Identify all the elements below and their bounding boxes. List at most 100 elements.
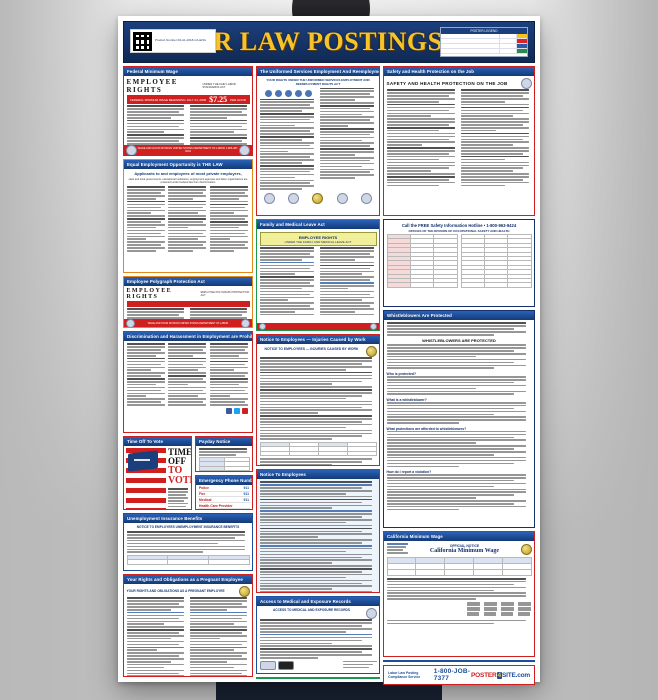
agency-footer: WAGE AND HOUR DIVISION UNITED STATES DEP… [137,147,239,153]
qr-code-label: Product Number 00-A1-2018-CA-ENG [155,39,207,43]
ca-minimum-wage-table [386,556,532,576]
whd-seal-icon [370,323,377,330]
dir-seal-icon [520,543,532,555]
kicker-subtitle: UNDER THE FAIR LABOR STANDARDS ACT [202,82,236,90]
section-subtitle: SAFETY AND HEALTH PROTECTION ON THE JOB [386,81,508,87]
qr-code-icon [133,31,152,51]
section-title: Time Off To Vote [124,437,191,447]
voting-flag-icon [126,448,166,509]
section-body: Police 911 Fire 911 Medical 911 Health Care… [196,485,252,509]
section-body: WHISTLEBLOWERS ARE PROTECTED Who is prot… [384,320,534,527]
minimum-wage-band: FEDERAL MINIMUM WAGE BEGINNING JULY 24, … [126,95,250,105]
twitter-icon[interactable] [233,407,240,414]
section-paid-sick-leave: Paid Sick Leave HEALTHY WORKPLACES / HEA… [383,660,535,662]
wage-amount: $7.25 [209,95,228,105]
section-payday-notice: Payday Notice [195,436,253,472]
section-subtitle: NOTICE TO EMPLOYEES — INJURIES CAUSED BY… [264,347,359,352]
section-title: Employee Polygraph Protection Act [124,277,252,287]
poster-column-middle: The Uniformed Services Employment And Re… [256,66,380,679]
footer-brand-text: Labor Law Posting Compliance Service [388,670,421,679]
navy-seal-icon [274,89,282,97]
section-title: Discrimination and Harassment in Employm… [124,332,252,342]
section-body: YOUR RIGHTS AND OBLIGATIONS AS A PREGNAN… [124,584,252,676]
whistleblower-subtitle: WHISTLEBLOWERS ARE PROTECTED [422,337,496,343]
poster-banner: Product Number 00-A1-2018-CA-ENG LABOR L… [123,21,535,63]
ui-benefits-table [126,554,250,565]
section-title: Equal Employment Opportunity is THE LAW [124,160,252,170]
dol-seal-icon [126,144,137,155]
section-subtitle: YOUR RIGHTS UNDER THE UNIFORMED SERVICES… [266,78,370,86]
wage-hour-seal-icon [241,318,250,327]
whistleblower-topic: What is a whistleblower? [386,397,427,402]
section-subtitle: YOUR RIGHTS AND OBLIGATIONS AS A PREGNAN… [126,588,225,593]
section-title: The Uniformed Services Employment And Re… [257,67,379,77]
section-title: Your Rights and Obligations as a Pregnan… [124,575,252,585]
section-title: Notice To Employees [257,470,379,480]
fmla-band-title: EMPLOYEE RIGHTS [298,234,338,240]
poster-columns: Federal Minimum Wage EMPLOYEE RIGHTS UND… [123,66,535,685]
payday-table [198,456,250,471]
youtube-icon[interactable] [241,407,248,414]
service-branch-icons [260,89,317,97]
cal-osha-seal-icon [520,78,532,90]
poster-legend-box: POSTER LEGEND [440,27,528,57]
wall-shadow-left [0,0,130,700]
legend-row [441,39,527,44]
opm-seal-icon [312,193,324,205]
whistleblower-topic: What protections are afforded to whistle… [386,426,467,431]
footer-logo[interactable]: POSTER4SITE.com [471,671,530,679]
section-title: Safety and Health Protection on the Job [384,67,534,77]
emergency-row: Health Care Provider [198,503,250,509]
section-subtitle: Applicants to and employees of most priv… [134,171,242,177]
state-seal-icon [238,586,250,598]
section-title: Family Care and Medical Leave (CFRA Leav… [257,678,379,679]
section-title: Federal Minimum Wage [124,67,252,77]
legend-row [441,34,527,39]
legend-title: POSTER LEGEND [441,28,527,34]
redbar-label: FEDERAL MINIMUM WAGE BEGINNING JULY 24, … [130,97,207,102]
footer-logo-text: POSTER [471,671,497,679]
wage-note: PER HOUR [230,97,246,102]
section-equal-employment-opportunity: Equal Employment Opportunity is THE LAW … [123,159,253,273]
dol-seal-icon [259,323,266,330]
coastguard-seal-icon [304,89,312,97]
cal-osha-logo-icon [277,660,294,670]
section-body: YOUR RIGHTS UNDER THE UNIFORMED SERVICES… [257,76,379,215]
section-title: Emergency Phone Numbers [196,475,252,485]
section-body: NOTICE TO EMPLOYEES — INJURIES CAUSED BY… [257,344,379,465]
dol-seal-icon [126,318,135,327]
emergency-label: Fire [199,492,206,497]
hotline-office-table-left [386,233,458,288]
fmla-highlight-band: EMPLOYEE RIGHTS UNDER THE FAMILY AND MED… [259,232,377,247]
section-pregnant-employee-rights: Your Rights and Obligations as a Pregnan… [123,574,253,677]
vets-seal-icon [360,193,372,205]
legend-row [441,44,527,49]
section-body: ACCESS TO MEDICAL AND EXPOSURE RECORDS [257,606,379,673]
emergency-value: 911 [243,486,249,491]
ca-minimum-wage-title: California Minimum Wage [429,548,500,555]
section-family-and-medical-leave-act: Family and Medical Leave Act EMPLOYEE RI… [256,219,380,331]
section-osha-hotline: Call the FREE Safety Information Hotline… [383,219,535,307]
section-body: EMPLOYEE RIGHTS UNDER THE FAIR LABOR STA… [124,76,252,145]
claims-admin-table [259,441,377,457]
section-body [124,341,252,432]
official-notice-label: OFFICIAL NOTICE [449,544,480,549]
section-california-minimum-wage: California Minimum Wage OFFICIAL NOTICE … [383,531,535,657]
poster-column-left: Federal Minimum Wage EMPLOYEE RIGHTS UND… [123,66,253,677]
section-title: California Minimum Wage [384,532,534,542]
osc-seal-icon [336,193,348,205]
esgr-seal-icon [288,193,300,205]
section-safety-and-health-protection: Safety and Health Protection on the Job … [383,66,535,216]
section-employee-polygraph-protection-act: Employee Polygraph Protection Act EMPLOY… [123,276,253,328]
to-vote-heading: TO VOTE [168,465,191,487]
social-icons [127,407,250,415]
section-title: Paid Sick Leave [384,661,534,662]
section-title: Payday Notice [196,437,252,447]
section-subtitle-2: state and local governments, educational… [128,178,248,185]
marines-seal-icon [284,89,292,97]
emergency-label: Medical [199,497,212,502]
section-title: Family and Medical Leave Act [257,220,379,230]
facebook-icon[interactable] [225,407,232,414]
section-body: TIME OFF TO VOTE [124,446,191,509]
section-userra: The Uniformed Services Employment And Re… [256,66,380,216]
